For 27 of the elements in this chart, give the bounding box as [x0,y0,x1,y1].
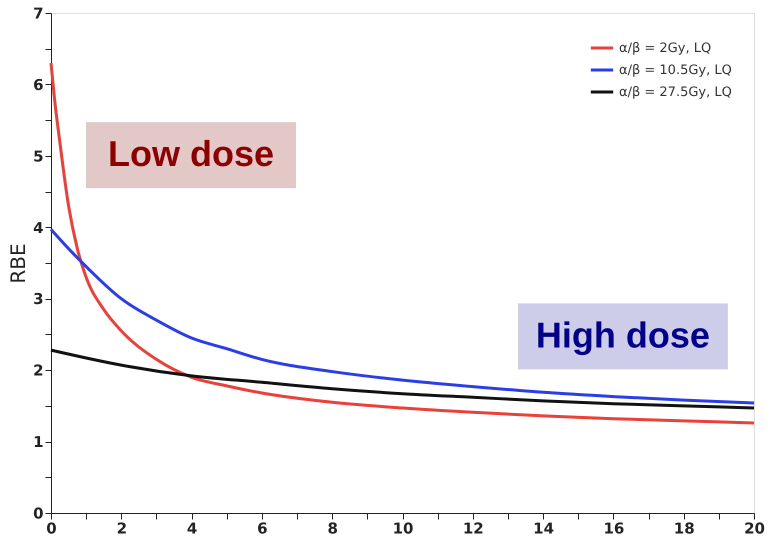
x-tick-label: 0 [46,520,57,538]
x-tick-label: 4 [186,520,198,538]
y-tick-label: 0 [33,504,44,522]
line-series [50,62,756,424]
x-tick-label: 6 [257,520,268,538]
x-tick-label: 12 [462,520,484,538]
y-tick-label: 7 [33,4,44,22]
y-tick-label: 1 [33,433,44,452]
x-tick-label: 2 [116,520,128,538]
x-tick-label: 10 [392,520,414,538]
legend-label: α/β = 2Gy, LQ [619,41,712,56]
y-axis-title: RBE [6,243,30,284]
y-tick-label: 2 [33,362,44,380]
y-tick-label: 5 [33,147,44,166]
y-tick-label: 4 [33,218,44,237]
x-tick-label: 16 [603,520,624,538]
legend-label: α/β = 10.5Gy, LQ [619,63,732,78]
y-tick-label: 3 [33,290,44,308]
x-tick-label: 18 [674,520,695,538]
legend-label: α/β = 27.5Gy, LQ [619,85,732,100]
annotation: High dose [536,314,710,356]
annotation: Low dose [108,133,274,174]
line-series [50,228,756,404]
x-tick-label: 20 [744,520,765,538]
x-tick-label: 14 [533,520,554,538]
y-tick-label: 6 [33,76,44,94]
x-tick-label: 8 [327,520,338,538]
